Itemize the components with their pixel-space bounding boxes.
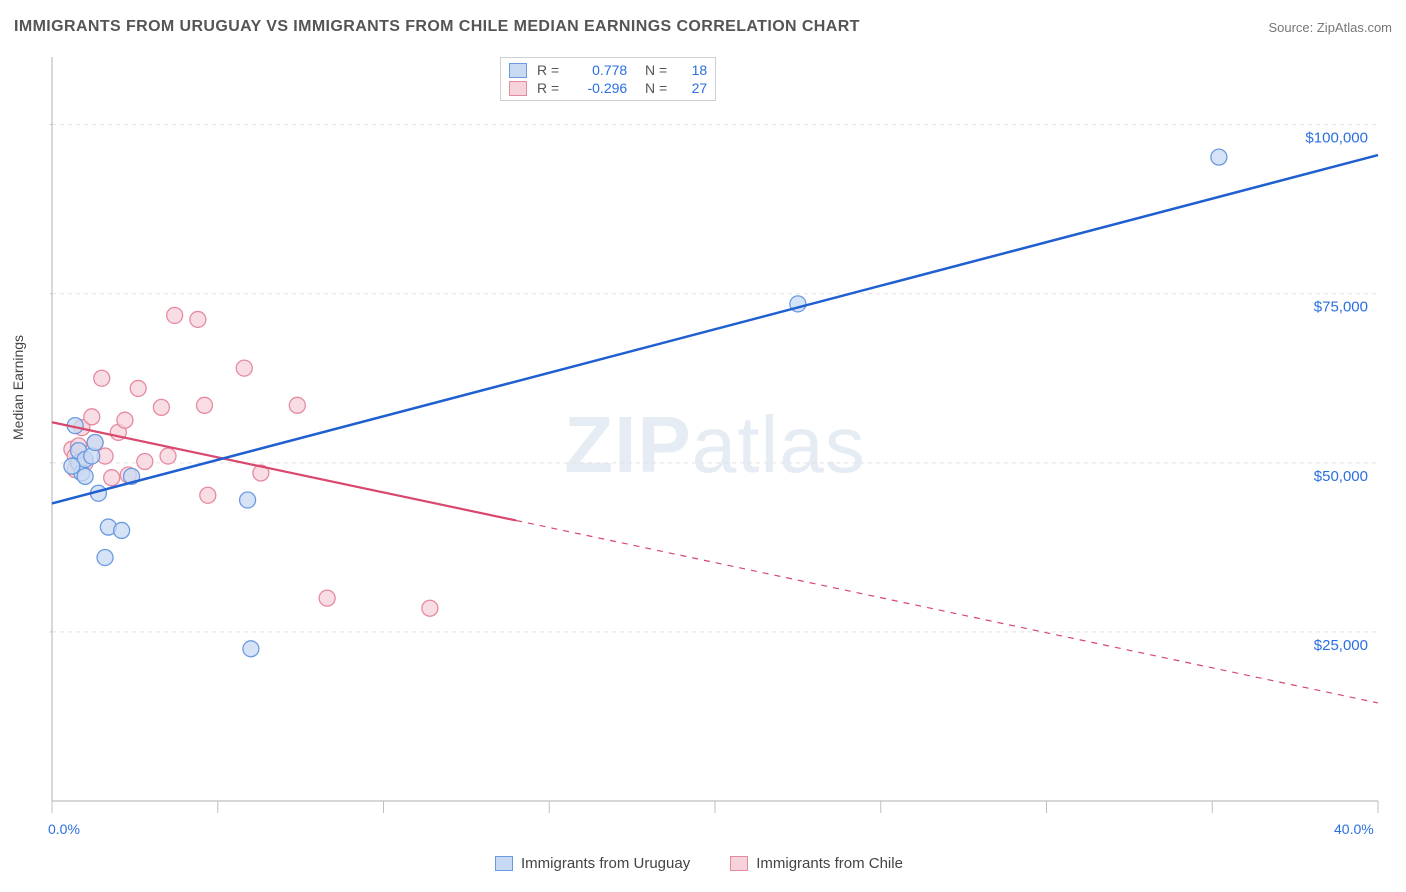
stat-N-label: N = — [637, 80, 667, 96]
scatter-plot-svg: $25,000 $50,000 $75,000 $100,000 — [50, 55, 1380, 835]
stat-R-value-chile: -0.296 — [569, 80, 627, 96]
legend-swatch-uruguay — [495, 856, 513, 871]
source-attribution: Source: ZipAtlas.com — [1268, 20, 1392, 35]
trend-line-chile-extrapolated — [516, 520, 1378, 702]
data-point-uruguay — [77, 468, 93, 484]
series-legend: Immigrants from Uruguay Immigrants from C… — [495, 855, 903, 872]
chart-title: IMMIGRANTS FROM URUGUAY VS IMMIGRANTS FR… — [14, 18, 860, 36]
data-point-chile — [196, 397, 212, 413]
data-point-uruguay — [114, 522, 130, 538]
data-point-uruguay — [87, 435, 103, 451]
stat-N-value-chile: 27 — [677, 80, 707, 96]
data-point-uruguay — [243, 641, 259, 657]
y-axis-label: Median Earnings — [10, 335, 26, 440]
data-point-chile — [104, 470, 120, 486]
stat-N-value-uruguay: 18 — [677, 62, 707, 78]
data-point-uruguay — [64, 458, 80, 474]
x-axis-min-label: 0.0% — [48, 821, 80, 837]
stat-R-label: R = — [537, 80, 559, 96]
legend-swatch-chile — [730, 856, 748, 871]
data-point-chile — [160, 448, 176, 464]
legend-swatch-uruguay — [509, 63, 527, 78]
data-point-chile — [137, 453, 153, 469]
stat-N-label: N = — [637, 62, 667, 78]
x-axis-max-label: 40.0% — [1334, 821, 1374, 837]
data-point-chile — [94, 370, 110, 386]
data-point-uruguay — [240, 492, 256, 508]
data-point-chile — [130, 380, 146, 396]
data-point-chile — [200, 487, 216, 503]
chart-header: IMMIGRANTS FROM URUGUAY VS IMMIGRANTS FR… — [14, 18, 1392, 36]
series-legend-item-uruguay: Immigrants from Uruguay — [495, 855, 690, 872]
data-point-chile — [289, 397, 305, 413]
stat-R-label: R = — [537, 62, 559, 78]
legend-swatch-chile — [509, 81, 527, 96]
data-point-chile — [167, 307, 183, 323]
y-tick-label: $50,000 — [1314, 468, 1368, 485]
data-point-chile — [84, 409, 100, 425]
y-tick-label: $25,000 — [1314, 637, 1368, 654]
stats-legend-row-uruguay: R = 0.778 N = 18 — [509, 61, 707, 79]
data-point-chile — [422, 600, 438, 616]
stat-R-value-uruguay: 0.778 — [569, 62, 627, 78]
trend-line-uruguay — [52, 155, 1378, 503]
series-legend-label-uruguay: Immigrants from Uruguay — [521, 855, 690, 872]
series-legend-item-chile: Immigrants from Chile — [730, 855, 903, 872]
stats-legend-row-chile: R = -0.296 N = 27 — [509, 79, 707, 97]
data-point-uruguay — [1211, 149, 1227, 165]
series-legend-label-chile: Immigrants from Chile — [756, 855, 903, 872]
data-point-chile — [236, 360, 252, 376]
y-tick-label: $75,000 — [1314, 299, 1368, 316]
data-point-chile — [117, 412, 133, 428]
y-tick-label: $100,000 — [1305, 130, 1368, 147]
stats-legend: R = 0.778 N = 18 R = -0.296 N = 27 — [500, 57, 716, 101]
chart-plot-area: ZIPatlas $25,000$50,000$75,000$100,000 R… — [50, 55, 1380, 835]
data-point-chile — [153, 399, 169, 415]
data-point-chile — [319, 590, 335, 606]
data-point-chile — [190, 311, 206, 327]
data-point-uruguay — [97, 550, 113, 566]
